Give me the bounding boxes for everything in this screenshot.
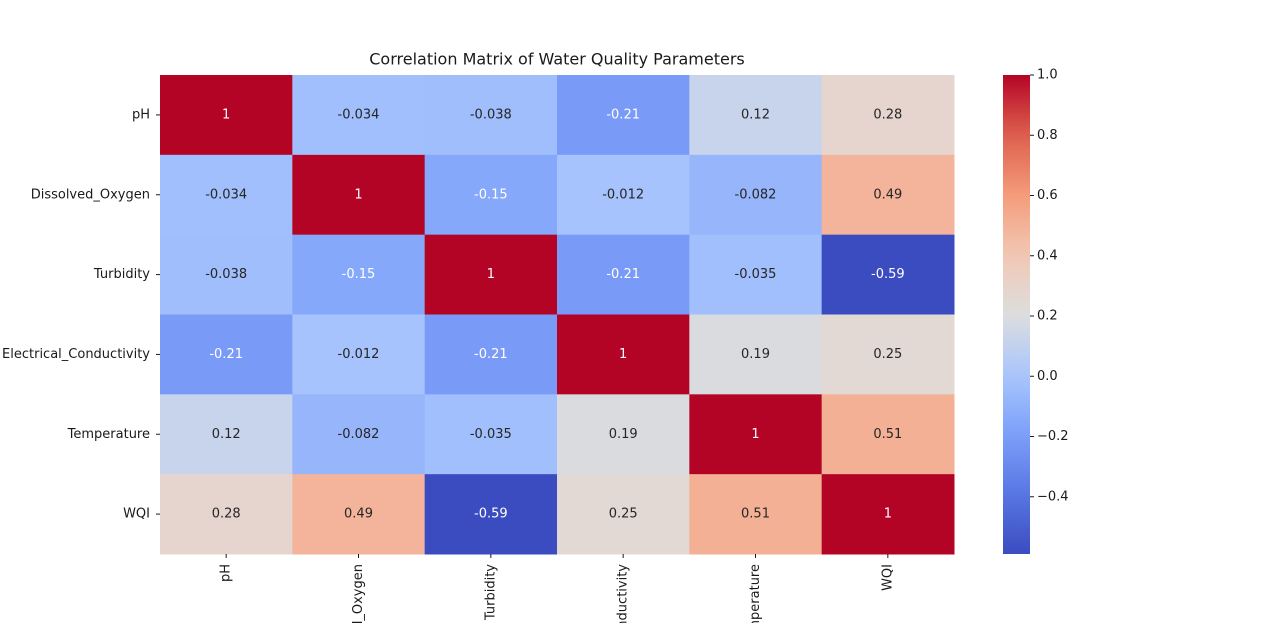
heatmap-cell — [424, 154, 558, 236]
cell-label: -0.59 — [871, 267, 905, 282]
x-tick-label: Turbidity — [483, 564, 498, 621]
x-tick-label: WQI — [880, 564, 895, 591]
cell-label: 0.49 — [873, 187, 902, 202]
cell-label: -0.012 — [338, 347, 380, 362]
y-tick-label: Temperature — [67, 427, 150, 442]
heatmap-cell — [424, 234, 558, 315]
heatmap-cell — [821, 394, 955, 475]
heatmap-cell — [160, 234, 293, 315]
heatmap-cell — [821, 154, 955, 236]
heatmap-cell — [689, 394, 823, 475]
heatmap-cell — [689, 154, 823, 236]
cell-label: -0.59 — [474, 507, 508, 522]
cell-label: 0.51 — [741, 507, 770, 522]
cell-label: 1 — [619, 347, 627, 362]
y-tick-label: pH — [132, 107, 150, 122]
cell-label: -0.038 — [470, 107, 512, 122]
heatmap-cell — [292, 314, 426, 395]
x-tick-label: Electrical_Conductivity — [616, 564, 631, 623]
cell-label: -0.012 — [602, 187, 644, 202]
cell-label: 0.12 — [212, 427, 241, 442]
colorbar-tick-label: 0.4 — [1037, 248, 1058, 263]
heatmap-cell — [821, 474, 955, 555]
heatmap-cell — [557, 314, 690, 395]
heatmap-cell — [292, 234, 426, 315]
heatmap-cell — [557, 234, 690, 315]
colorbar-tick-label: 0.0 — [1037, 369, 1058, 384]
colorbar-tick-label: −0.2 — [1037, 429, 1069, 444]
cell-label: -0.21 — [474, 347, 508, 362]
cell-label: 0.28 — [873, 107, 902, 122]
cell-label: -0.082 — [735, 187, 777, 202]
cell-label: -0.035 — [735, 267, 777, 282]
y-tick-label: Dissolved_Oxygen — [31, 187, 150, 202]
cell-label: -0.21 — [606, 107, 640, 122]
y-tick-label: Turbidity — [93, 267, 150, 282]
heatmap-cell — [424, 314, 558, 395]
heatmap-cell — [160, 154, 293, 236]
heatmap-cell — [424, 75, 558, 156]
heatmap-cell — [689, 234, 823, 315]
cell-label: 0.19 — [741, 347, 770, 362]
cell-label: -0.082 — [338, 427, 380, 442]
cell-label: 1 — [487, 267, 495, 282]
heatmap-cell — [292, 75, 426, 156]
cell-label: 0.49 — [344, 507, 373, 522]
x-tick-label: Dissolved_Oxygen — [351, 564, 366, 623]
cell-label: -0.21 — [606, 267, 640, 282]
colorbar-tick-label: 0.6 — [1037, 188, 1058, 203]
colorbar-tick-label: −0.4 — [1037, 489, 1069, 504]
cell-label: 1 — [751, 427, 759, 442]
heatmap-cell — [160, 474, 293, 555]
y-tick-label: Electrical_Conductivity — [2, 347, 150, 362]
heatmap-cell — [160, 394, 293, 475]
heatmap-cell — [292, 474, 426, 555]
cell-label: -0.21 — [209, 347, 243, 362]
cell-label: -0.15 — [342, 267, 376, 282]
heatmap-cell — [821, 75, 955, 156]
heatmap-cell — [424, 394, 558, 475]
heatmap-cell — [689, 75, 823, 156]
heatmap-cell — [821, 234, 955, 315]
cell-label: 0.28 — [212, 507, 241, 522]
heatmap-cell — [160, 314, 293, 395]
cell-label: 0.12 — [741, 107, 770, 122]
cell-label: -0.035 — [470, 427, 512, 442]
cell-label: 1 — [884, 507, 892, 522]
cell-label: -0.038 — [205, 267, 247, 282]
heatmap-cell — [424, 474, 558, 555]
cell-label: 0.25 — [609, 507, 638, 522]
cell-label: -0.034 — [205, 187, 247, 202]
heatmap-cell — [557, 154, 690, 236]
cell-label: 0.51 — [873, 427, 902, 442]
cell-label: 1 — [354, 187, 362, 202]
x-tick-label: Temperature — [748, 564, 763, 623]
heatmap-cell — [557, 474, 690, 555]
cell-label: 1 — [222, 107, 230, 122]
colorbar-tick-label: 0.8 — [1037, 128, 1058, 143]
x-tick-label: pH — [219, 564, 234, 582]
heatmap-cell — [292, 154, 426, 236]
heatmap-cell — [821, 314, 955, 395]
colorbar-tick-label: 0.2 — [1037, 309, 1058, 324]
heatmap-cell — [160, 75, 293, 156]
heatmap-cell — [557, 394, 690, 475]
cell-label: 0.19 — [609, 427, 638, 442]
colorbar — [1003, 75, 1030, 554]
chart-title: Correlation Matrix of Water Quality Para… — [369, 50, 745, 69]
heatmap-cell — [557, 75, 690, 156]
heatmap-cell — [689, 474, 823, 555]
heatmap-cell — [292, 394, 426, 475]
cell-label: 0.25 — [873, 347, 902, 362]
colorbar-tick-label: 1.0 — [1037, 68, 1058, 83]
cell-label: -0.034 — [338, 107, 380, 122]
heatmap-cell — [689, 314, 823, 395]
y-tick-label: WQI — [123, 507, 150, 522]
cell-label: -0.15 — [474, 187, 508, 202]
